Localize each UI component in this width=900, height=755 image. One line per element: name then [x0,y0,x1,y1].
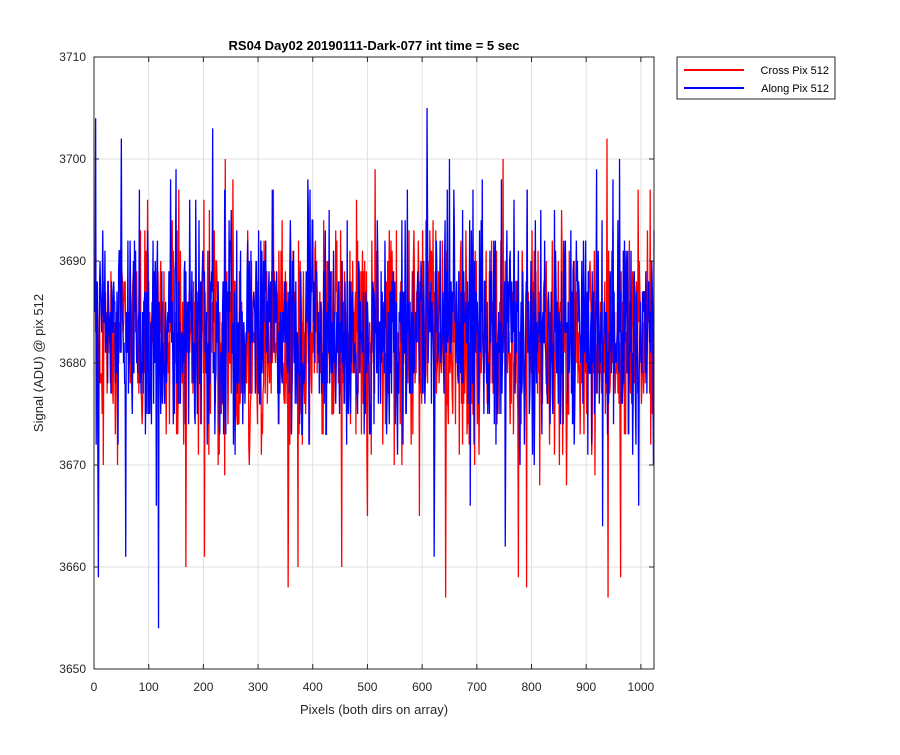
y-tick-label: 3710 [59,50,86,64]
y-tick-label: 3690 [59,254,86,268]
x-tick-label: 100 [139,680,159,694]
x-axis-label: Pixels (both dirs on array) [300,702,448,717]
series-line-along [93,107,655,629]
y-axis-label: Signal (ADU) @ pix 512 [31,294,46,432]
legend-label-along: Along Pix 512 [761,83,829,95]
y-tick-label: 3650 [59,662,86,676]
legend: Cross Pix 512 Along Pix 512 [676,56,836,100]
ticks: 0 100 200 300 400 500 600 700 800 900 1000 3650 3660… [59,50,654,694]
x-tick-label: 600 [412,680,432,694]
x-tick-label: 300 [248,680,268,694]
legend-label-cross: Cross Pix 512 [761,65,829,77]
x-tick-label: 0 [91,680,98,694]
x-tick-label: 500 [357,680,377,694]
x-tick-label: 400 [303,680,323,694]
chart-title: RS04 Day02 20190111-Dark-077 int time = … [229,38,520,53]
x-tick-label: 700 [467,680,487,694]
y-tick-label: 3660 [59,560,86,574]
y-tick-label: 3700 [59,152,86,166]
y-tick-label: 3670 [59,458,86,472]
x-tick-label: 1000 [628,680,655,694]
series-layer [93,107,655,629]
legend-box [676,56,836,100]
x-tick-label: 200 [193,680,213,694]
y-tick-label: 3680 [59,356,86,370]
x-tick-label: 800 [521,680,541,694]
x-tick-label: 900 [576,680,596,694]
